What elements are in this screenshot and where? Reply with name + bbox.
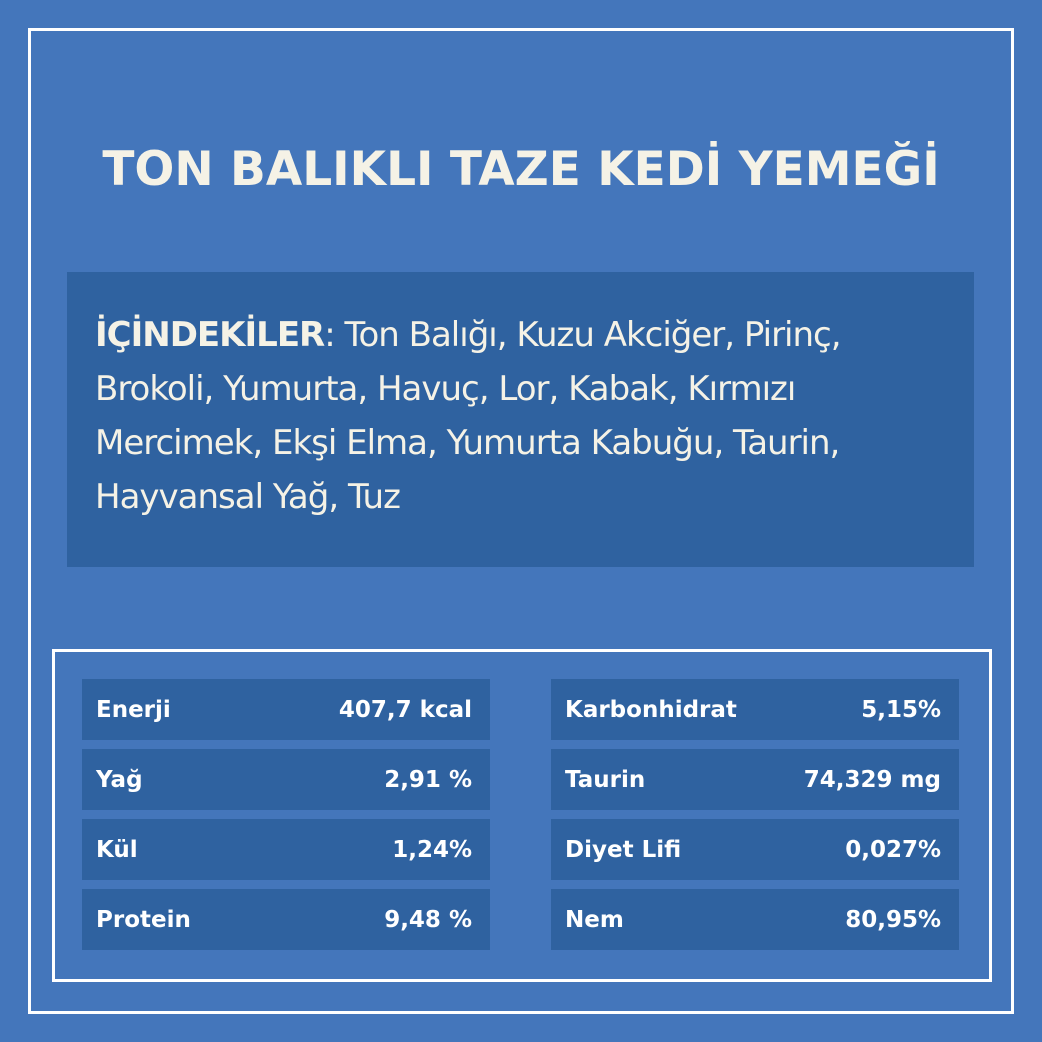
nutrition-row: Karbonhidrat 5,15% [551, 679, 959, 740]
nutrition-label: Enerji [96, 696, 171, 723]
nutrition-value: 80,95% [845, 906, 941, 933]
page-title: TON BALIKLI TAZE KEDİ YEMEĞİ [102, 142, 940, 197]
nutrition-label: Kül [96, 836, 138, 863]
nutrition-row: Kül 1,24% [82, 819, 490, 880]
nutrition-value: 407,7 kcal [338, 696, 472, 723]
nutrition-value: 9,48 % [384, 906, 472, 933]
ingredients-label: İÇİNDEKİLER [95, 315, 325, 355]
ingredients-list: : Ton Balığı, Kuzu Akciğer, Pirinç, Brok… [95, 315, 842, 517]
ingredients-panel: İÇİNDEKİLER: Ton Balığı, Kuzu Akciğer, P… [67, 272, 974, 567]
nutrition-label: Karbonhidrat [565, 696, 737, 723]
nutrition-label: Protein [96, 906, 191, 933]
nutrition-value: 2,91 % [384, 766, 472, 793]
nutrition-row: Diyet Lifi 0,027% [551, 819, 959, 880]
nutrition-label: Taurin [565, 766, 646, 793]
nutrition-value: 0,027% [845, 836, 941, 863]
nutrition-table [52, 649, 992, 982]
nutrition-value: 5,15% [861, 696, 941, 723]
nutrition-label: Nem [565, 906, 624, 933]
nutrition-row: Protein 9,48 % [82, 889, 490, 950]
nutrition-label: Yağ [96, 766, 143, 793]
nutrition-value: 74,329 mg [803, 766, 941, 793]
nutrition-value: 1,24% [392, 836, 472, 863]
ingredients-text: İÇİNDEKİLER: Ton Balığı, Kuzu Akciğer, P… [95, 308, 954, 524]
nutrition-row: Enerji 407,7 kcal [82, 679, 490, 740]
nutrition-row: Taurin 74,329 mg [551, 749, 959, 810]
nutrition-row: Yağ 2,91 % [82, 749, 490, 810]
nutrition-row: Nem 80,95% [551, 889, 959, 950]
nutrition-label: Diyet Lifi [565, 836, 682, 863]
outer-frame [28, 28, 1014, 1014]
